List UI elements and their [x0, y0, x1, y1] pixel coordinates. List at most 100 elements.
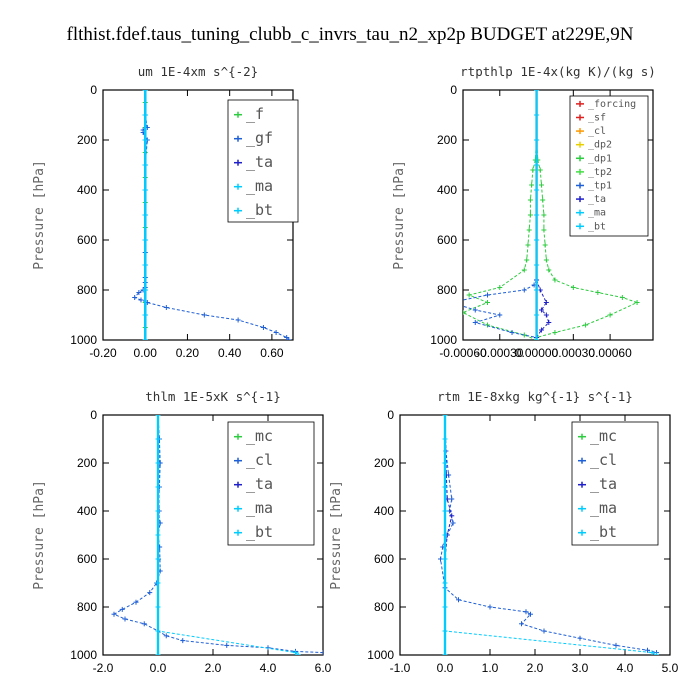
data-point	[119, 606, 125, 612]
legend: _f _gf _ta _ma _bt	[227, 99, 299, 223]
legend-box	[571, 421, 659, 546]
data-point	[448, 300, 453, 305]
series-bt	[442, 415, 659, 655]
legend-entry: _cl	[234, 451, 273, 469]
legend-entry: _ta	[234, 153, 273, 171]
data-point	[497, 312, 503, 318]
y-tick-label: 600	[77, 552, 97, 566]
panel-title: rtm 1E-8xkg kg^{-1} s^{-1}	[437, 389, 633, 404]
data-point	[132, 295, 138, 300]
data-point	[442, 484, 448, 490]
data-point	[155, 436, 161, 442]
x-tick-label: 4.0	[260, 661, 277, 675]
data-point	[546, 267, 552, 273]
y-tick-label: 200	[77, 133, 97, 147]
legend-label: _ma	[588, 208, 606, 219]
legend-label: _f	[246, 105, 264, 123]
data-point	[534, 237, 540, 243]
data-point	[595, 290, 601, 295]
legend: _mc _cl _ta _ma _bt	[227, 421, 315, 546]
legend-label: _cl	[246, 451, 273, 469]
y-tick-label: 800	[437, 283, 457, 297]
legend-entry: _mc	[578, 427, 617, 445]
data-point	[528, 611, 533, 617]
data-point	[260, 325, 266, 330]
data-point	[155, 652, 161, 655]
data-point	[534, 337, 540, 340]
data-point	[534, 262, 540, 268]
y-axis-label: Pressure [hPa]	[32, 160, 47, 270]
data-point	[438, 556, 443, 562]
legend-entry: _bt	[234, 201, 273, 219]
data-point	[442, 508, 448, 514]
legend-entry: _cl	[578, 451, 617, 469]
data-point	[155, 580, 161, 586]
y-tick-label: 800	[77, 283, 97, 297]
y-tick-label: 400	[77, 183, 97, 197]
x-tick-label: 0.00000	[515, 346, 559, 360]
data-point	[442, 436, 448, 442]
legend-label: _dp2	[588, 140, 612, 151]
legend-label: _tp2	[588, 167, 612, 178]
series-line	[463, 90, 538, 340]
data-point	[607, 312, 613, 318]
data-point	[320, 650, 323, 655]
legend-label: _ta	[246, 475, 273, 493]
data-point	[570, 285, 576, 290]
data-point	[543, 300, 549, 305]
legend-entry: _cl	[576, 126, 606, 137]
data-point	[534, 187, 540, 193]
data-point	[519, 621, 524, 627]
legend-label: _dp1	[588, 153, 612, 164]
legend-entry: _tp2	[576, 167, 612, 178]
data-point	[111, 611, 117, 617]
data-point	[133, 599, 139, 605]
data-point	[293, 650, 298, 655]
legend-label: _ma	[246, 177, 273, 195]
x-tick-label: 3.0	[572, 661, 589, 675]
data-point	[634, 300, 640, 305]
data-point	[534, 162, 540, 168]
x-tick-label: 0.0	[437, 661, 454, 675]
legend: _forcing _sf _cl _dp2 _dp1 _tp2 _tp1 _ta _ma _bt	[569, 95, 649, 237]
data-point	[543, 312, 549, 318]
data-point	[538, 327, 544, 333]
legend-entry: _bt	[576, 221, 606, 232]
data-point	[472, 307, 478, 313]
legend-entry: _forcing	[576, 99, 636, 110]
data-point	[155, 460, 161, 466]
data-point	[122, 616, 128, 622]
data-point	[180, 638, 186, 644]
data-point	[442, 415, 448, 418]
x-tick-label: 0.40	[218, 346, 242, 360]
data-point	[442, 652, 448, 655]
data-point	[142, 137, 148, 143]
y-tick-label: 200	[374, 456, 394, 470]
data-point	[543, 257, 549, 263]
legend-label: _mc	[590, 427, 617, 445]
legend-entry: _ma	[234, 499, 273, 517]
chart-panel-3: thlm 1E-5xK s^{-1} Pressure [hPa] -2.0 0.0 2…	[32, 389, 332, 675]
data-point	[529, 182, 535, 188]
data-point	[155, 484, 161, 490]
panel-title: rtpthlp 1E-4x(kg K)/(kg s)	[460, 64, 656, 79]
data-point	[142, 337, 148, 340]
legend-entry: _ta	[576, 194, 606, 205]
x-tick-label: 0.00030	[552, 346, 596, 360]
data-point	[472, 320, 478, 325]
data-point	[552, 330, 558, 335]
data-point	[155, 415, 161, 418]
data-point	[654, 652, 659, 655]
y-tick-label: 1000	[367, 648, 394, 662]
legend-entry: _ta	[578, 475, 617, 493]
data-point	[273, 330, 279, 335]
data-point	[541, 227, 547, 233]
data-point	[142, 112, 148, 118]
data-point	[155, 628, 161, 634]
series-line	[536, 90, 550, 338]
y-tick-label: 1000	[70, 333, 97, 347]
y-tick-label: 200	[77, 456, 97, 470]
y-tick-label: 1000	[70, 648, 97, 662]
data-point	[485, 322, 491, 328]
data-point	[295, 652, 301, 655]
